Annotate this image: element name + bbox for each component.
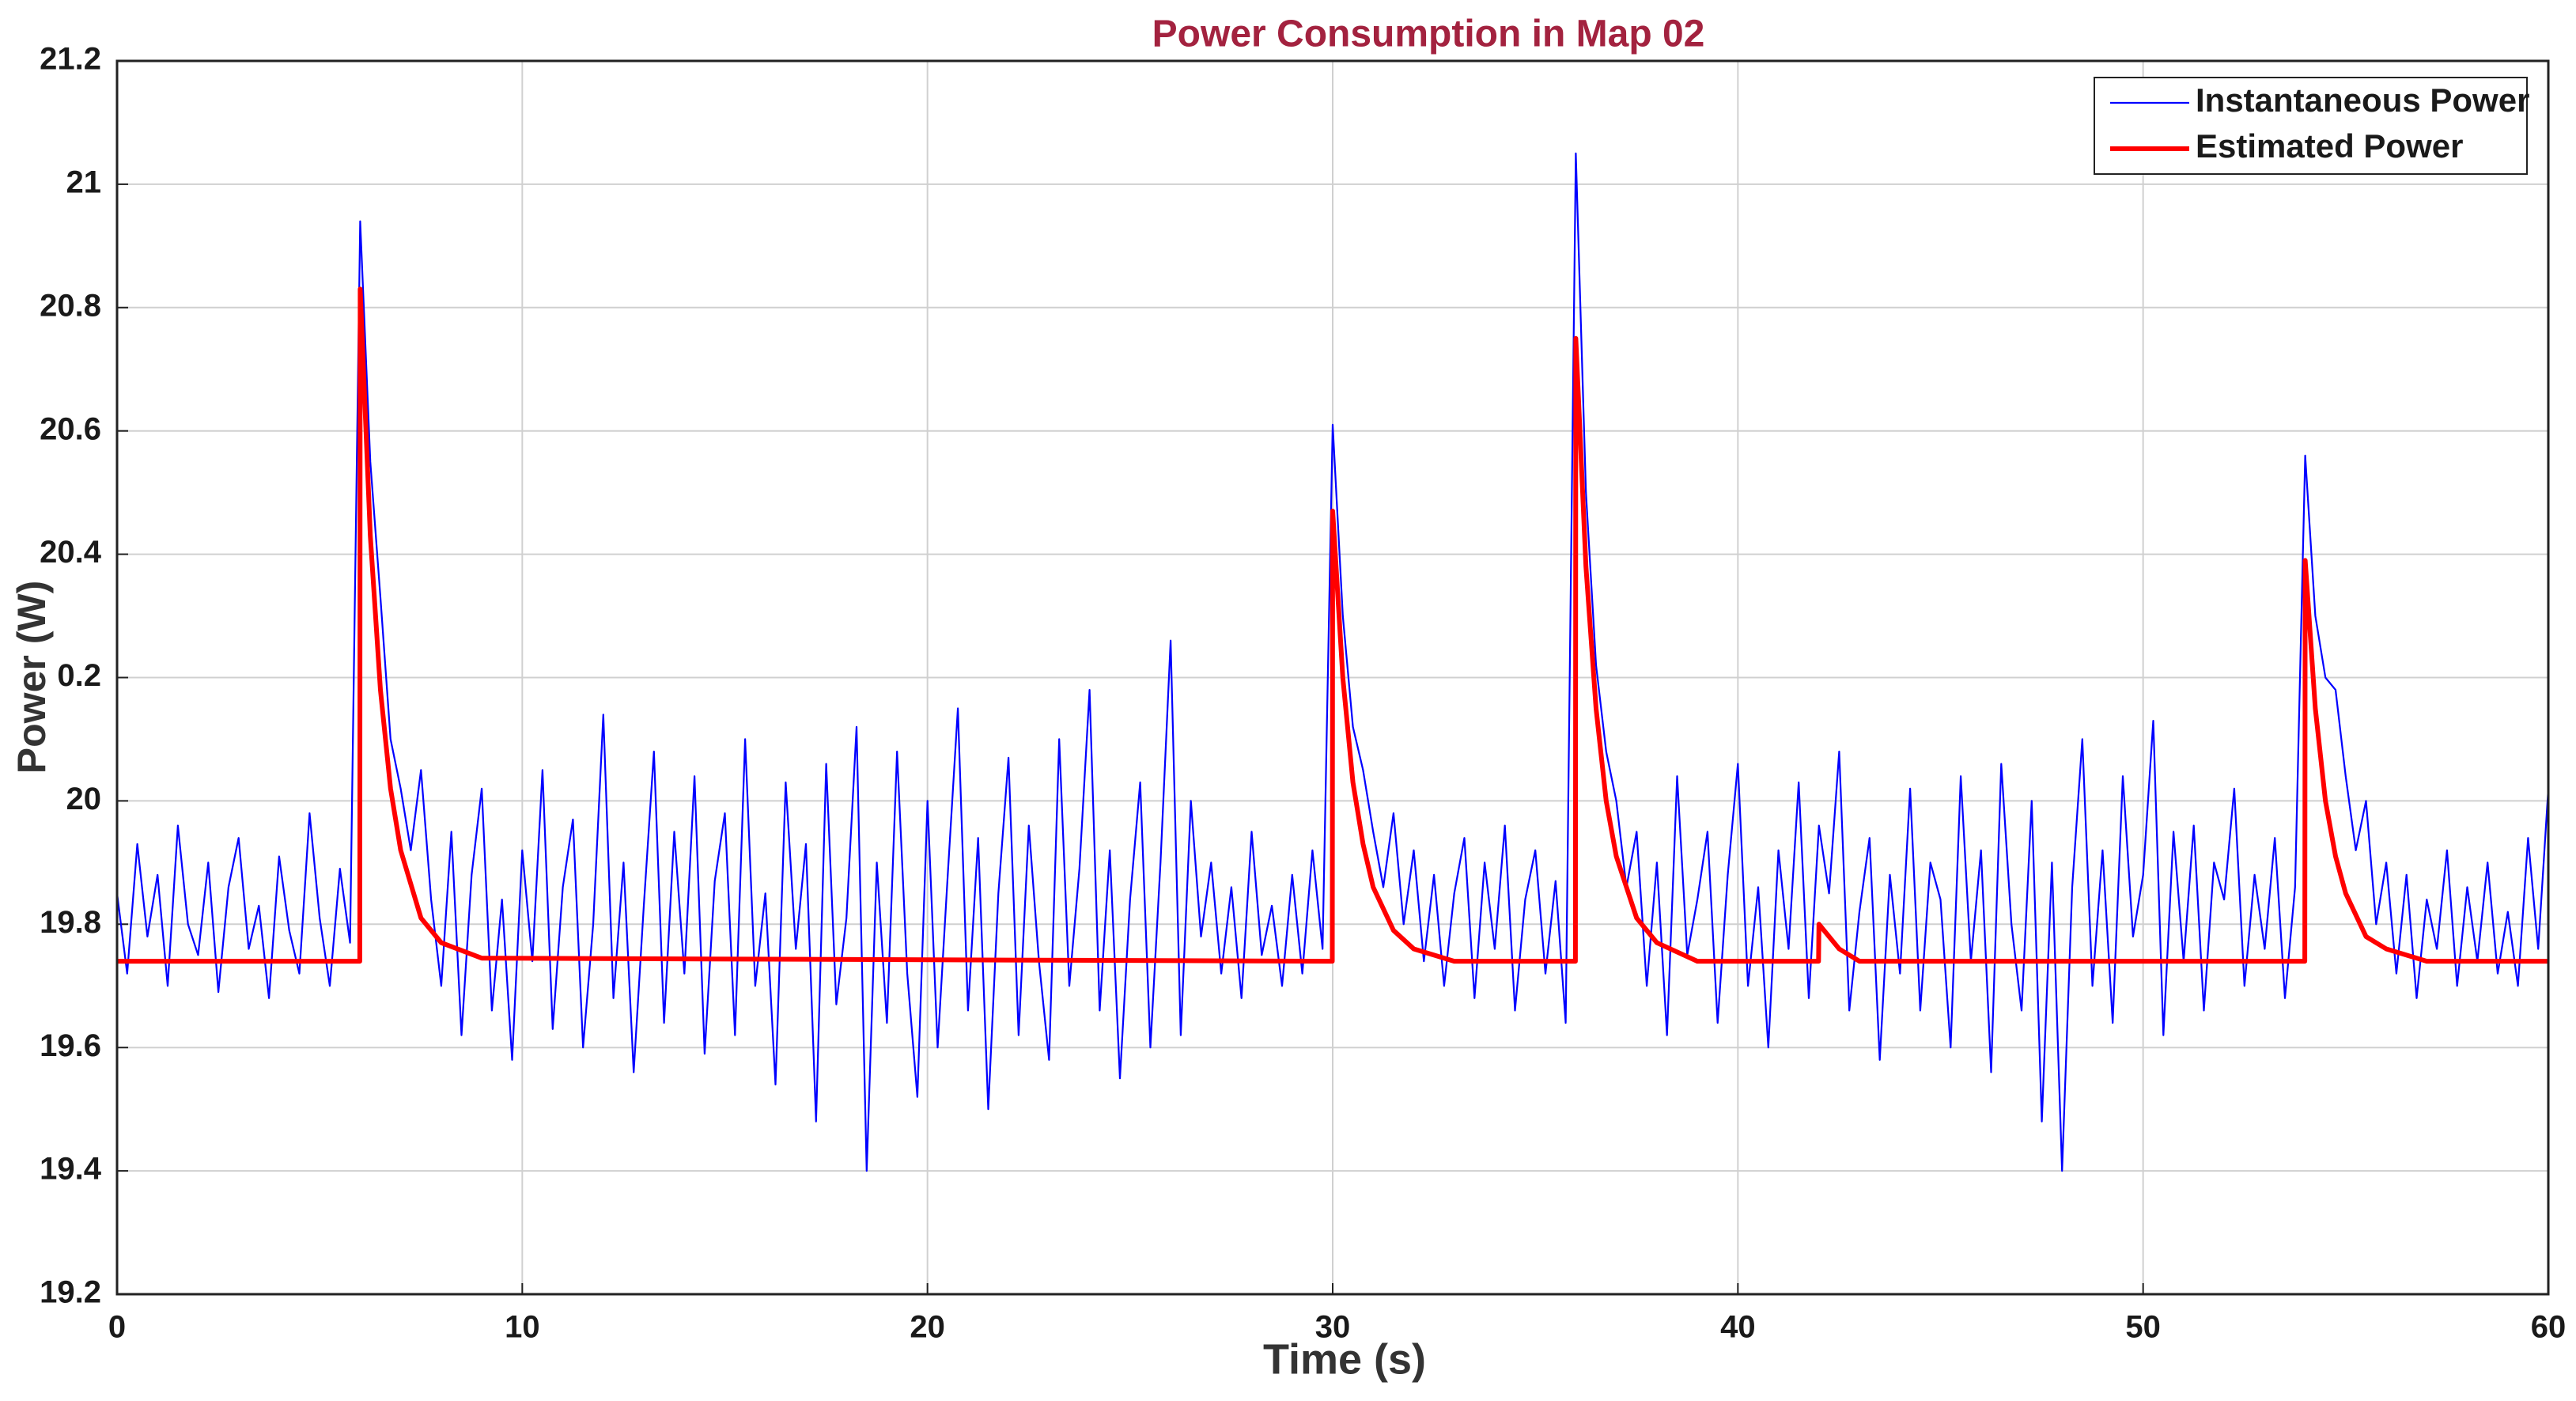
y-tick-label: 19.8 xyxy=(40,905,101,940)
x-tick-label: 0 xyxy=(108,1310,126,1345)
x-tick-label: 40 xyxy=(1720,1310,1756,1345)
series-line xyxy=(117,286,2548,964)
y-tick-label: 20.6 xyxy=(40,411,101,446)
y-tick-label: 0.2 xyxy=(57,658,101,693)
plot-frame xyxy=(115,59,2550,1296)
x-tick-label: 20 xyxy=(910,1310,945,1345)
series-line xyxy=(115,152,2550,1172)
y-tick-label: 20.8 xyxy=(40,288,101,323)
y-tick-label: 19.2 xyxy=(40,1275,101,1310)
x-tick-label: 50 xyxy=(2125,1310,2161,1345)
y-tick-label: 19.6 xyxy=(40,1028,101,1063)
x-tick-label: 10 xyxy=(505,1310,540,1345)
chart-title: Power Consumption in Map 02 xyxy=(1152,13,1705,55)
y-axis-label: Power (W) xyxy=(9,581,54,774)
x-tick-label: 30 xyxy=(1315,1310,1351,1345)
y-tick-label: 21 xyxy=(66,165,102,199)
y-tick-label: 20.4 xyxy=(40,535,102,570)
x-tick-label: 60 xyxy=(2531,1310,2567,1345)
y-tick-label: 21.2 xyxy=(40,42,101,77)
y-tick-label: 19.4 xyxy=(40,1152,102,1187)
legend-label: Estimated Power xyxy=(2196,127,2463,165)
x-axis-label: Time (s) xyxy=(1263,1335,1426,1383)
y-tick-label: 20 xyxy=(66,782,102,816)
legend-label: Instantaneous Power xyxy=(2196,81,2529,119)
legend-box xyxy=(2094,77,2528,175)
